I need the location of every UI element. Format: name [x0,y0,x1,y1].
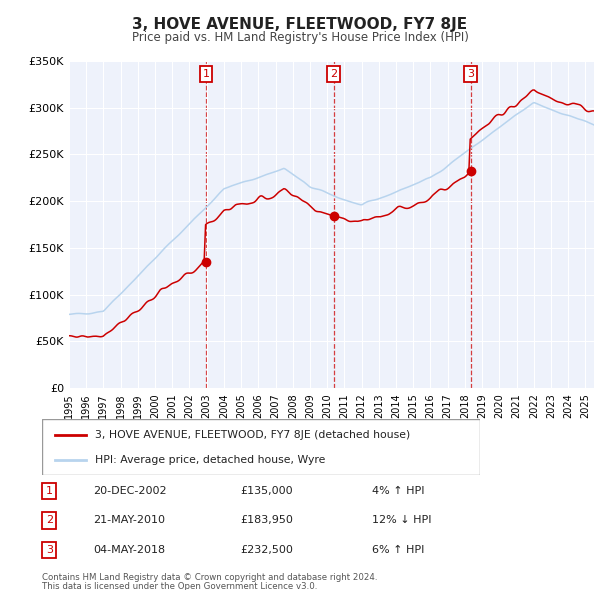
Text: Price paid vs. HM Land Registry's House Price Index (HPI): Price paid vs. HM Land Registry's House … [131,31,469,44]
Text: £232,500: £232,500 [240,545,293,555]
Text: £135,000: £135,000 [240,486,293,496]
Text: 04-MAY-2018: 04-MAY-2018 [93,545,165,555]
Text: 3, HOVE AVENUE, FLEETWOOD, FY7 8JE: 3, HOVE AVENUE, FLEETWOOD, FY7 8JE [133,17,467,31]
Text: 3: 3 [46,545,53,555]
Text: 3: 3 [467,69,474,79]
Text: This data is licensed under the Open Government Licence v3.0.: This data is licensed under the Open Gov… [42,582,317,590]
Text: 1: 1 [46,486,53,496]
Text: 2: 2 [330,69,337,79]
Text: 6% ↑ HPI: 6% ↑ HPI [372,545,424,555]
Text: 21-MAY-2010: 21-MAY-2010 [93,516,165,525]
Text: 20-DEC-2002: 20-DEC-2002 [93,486,167,496]
Text: 3, HOVE AVENUE, FLEETWOOD, FY7 8JE (detached house): 3, HOVE AVENUE, FLEETWOOD, FY7 8JE (deta… [95,430,410,440]
Text: £183,950: £183,950 [240,516,293,525]
Text: 4% ↑ HPI: 4% ↑ HPI [372,486,425,496]
Text: 12% ↓ HPI: 12% ↓ HPI [372,516,431,525]
Text: 1: 1 [203,69,209,79]
Text: Contains HM Land Registry data © Crown copyright and database right 2024.: Contains HM Land Registry data © Crown c… [42,573,377,582]
Text: 2: 2 [46,516,53,525]
Text: HPI: Average price, detached house, Wyre: HPI: Average price, detached house, Wyre [95,455,325,465]
